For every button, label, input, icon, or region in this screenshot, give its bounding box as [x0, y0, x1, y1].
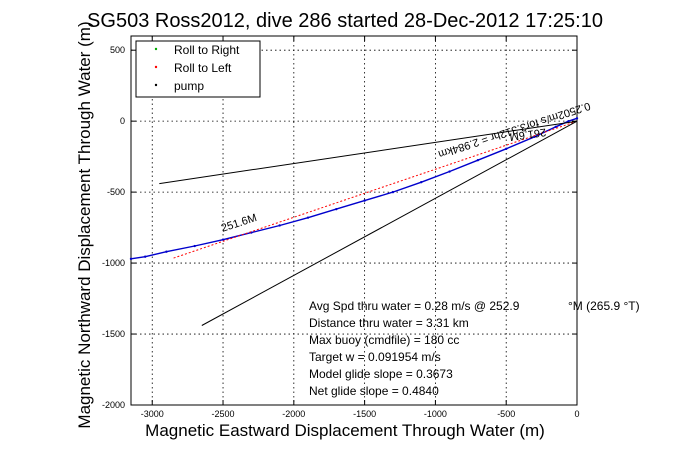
info-line: Avg Spd thru water = 0.28 m/s @ 252.9: [309, 299, 520, 313]
annotation-label: 0.2502m/s for3.312hr = 2.984km: [437, 99, 592, 160]
track-point: [165, 250, 168, 253]
track-point: [567, 119, 570, 123]
legend: Roll to Right Roll to Left pump: [135, 40, 261, 98]
series-line-bounds: [201, 120, 578, 326]
x-tick-label: -2000: [282, 409, 305, 419]
legend-label: pump: [174, 79, 204, 93]
info-line: Distance thru water = 3.31 km: [309, 316, 469, 330]
x-tick-label: 0: [574, 409, 579, 419]
chart-title: SG503 Ross2012, dive 286 started 28-Dec-…: [87, 10, 603, 32]
info-line: Max buoy (cmdfile) = 180 cc: [309, 333, 459, 347]
y-tick-label: -1000: [102, 258, 125, 268]
series-layer: [129, 117, 579, 326]
y-tick-label: -1500: [102, 329, 125, 339]
info-line-suffix: °M (265.9 °T): [568, 299, 640, 313]
legend-box: [135, 40, 261, 98]
y-axis-label: Magnetic Northward Displacement Through …: [75, 21, 94, 428]
series-line-planned-course: [173, 120, 578, 259]
legend-marker: [154, 83, 158, 87]
track-point: [391, 190, 395, 194]
info-line: Net glide slope = 0.4840: [309, 384, 439, 398]
track-point: [505, 147, 508, 151]
info-box: Avg Spd thru water = 0.28 m/s @ 252.9 °M …: [309, 299, 640, 398]
track-point: [278, 224, 281, 227]
x-tick-label: -3000: [141, 409, 164, 419]
x-tick-label: -2500: [212, 409, 235, 419]
x-tick-label: -500: [497, 409, 515, 419]
grid: [131, 36, 577, 405]
y-tick-label: -500: [107, 187, 125, 197]
x-axis-label: Magnetic Eastward Displacement Through W…: [145, 421, 545, 440]
y-axis: -2000 -1500 -1000 -500 0 500: [102, 45, 577, 410]
legend-label: Roll to Left: [174, 61, 232, 75]
x-tick-label: -1000: [424, 409, 447, 419]
annotation-label: 261.6M: [509, 126, 547, 143]
track-point: [363, 199, 366, 202]
track-point: [143, 255, 147, 258]
legend-marker: [154, 47, 158, 51]
track-point: [129, 257, 133, 261]
track-point: [448, 170, 451, 173]
axes-frame: [130, 35, 578, 406]
track-point: [193, 244, 196, 248]
y-tick-label: -2000: [102, 400, 125, 410]
legend-marker: [154, 65, 158, 69]
track-point: [575, 117, 579, 120]
track-point: [306, 216, 310, 219]
x-axis: -3000 -2500 -2000 -1500 -1000 -500 0: [141, 36, 580, 419]
series-line-bounds: [159, 120, 578, 185]
track-point: [221, 238, 225, 241]
info-line: Model glide slope = 0.3673: [309, 367, 453, 381]
track-point: [420, 180, 423, 184]
track-point: [335, 207, 338, 211]
y-tick-label: 0: [120, 116, 125, 126]
track-point: [554, 125, 557, 129]
info-line: Target w = 0.091954 m/s: [309, 350, 441, 364]
track-point: [476, 158, 480, 162]
annotation-label: 251.6M: [220, 212, 259, 235]
x-tick-label: -1500: [353, 409, 376, 419]
y-tick-label: 500: [110, 45, 125, 55]
legend-label: Roll to Right: [174, 43, 240, 57]
